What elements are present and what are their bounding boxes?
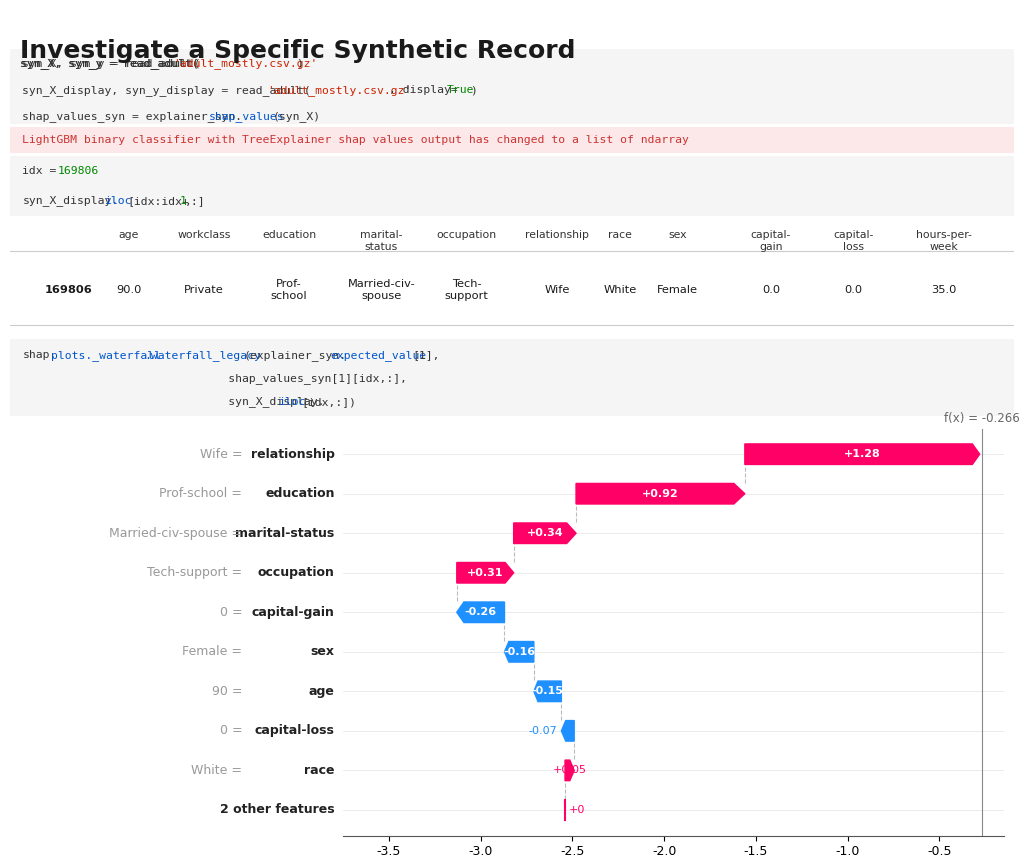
Text: Female: Female xyxy=(657,285,698,296)
Text: capital-
loss: capital- loss xyxy=(833,230,873,252)
Text: Tech-
support: Tech- support xyxy=(444,279,488,301)
Text: workclass: workclass xyxy=(177,230,230,240)
Text: 'adult_mostly.csv.gz': 'adult_mostly.csv.gz' xyxy=(266,85,411,96)
Text: +0.34: +0.34 xyxy=(526,528,563,538)
Text: Private: Private xyxy=(184,285,224,296)
Text: Wife: Wife xyxy=(545,285,569,296)
Text: 0 =: 0 = xyxy=(219,724,246,737)
Text: sex: sex xyxy=(310,645,335,658)
Text: race: race xyxy=(304,764,335,776)
Text: -0.07: -0.07 xyxy=(529,726,558,736)
Text: +0.05: +0.05 xyxy=(553,765,587,776)
Text: shap.: shap. xyxy=(23,351,56,361)
Polygon shape xyxy=(457,602,505,622)
Text: +0.92: +0.92 xyxy=(642,488,679,499)
Text: +1.28: +1.28 xyxy=(844,449,881,459)
Text: , display=: , display= xyxy=(389,86,458,95)
Text: idx =: idx = xyxy=(23,166,63,176)
Text: 0.0: 0.0 xyxy=(762,285,780,296)
Text: iloc: iloc xyxy=(279,397,306,407)
Text: (syn_X): (syn_X) xyxy=(272,111,321,123)
Text: plots._waterfall: plots._waterfall xyxy=(51,350,162,361)
Text: age: age xyxy=(119,230,139,240)
Text: shap_values_syn[1][idx,:],: shap_values_syn[1][idx,:], xyxy=(23,373,408,384)
Text: White: White xyxy=(604,285,637,296)
Text: Prof-
school: Prof- school xyxy=(271,279,307,301)
Text: syn_X, syn_y = read_adult(: syn_X, syn_y = read_adult( xyxy=(20,58,199,69)
Text: 90 =: 90 = xyxy=(212,685,246,698)
Polygon shape xyxy=(457,562,514,583)
Polygon shape xyxy=(505,642,534,662)
Text: age: age xyxy=(309,685,335,698)
Text: iloc: iloc xyxy=(103,196,131,206)
Text: ,:]: ,:] xyxy=(185,196,206,206)
Text: occupation: occupation xyxy=(258,566,335,579)
Text: +0: +0 xyxy=(568,805,585,815)
Text: 2 other features: 2 other features xyxy=(220,803,335,817)
Polygon shape xyxy=(561,721,574,741)
Text: 169806: 169806 xyxy=(45,285,92,296)
Text: Female =: Female = xyxy=(182,645,246,658)
Text: Married-civ-
spouse: Married-civ- spouse xyxy=(348,279,416,301)
Text: shap_values_syn = explainer_syn.: shap_values_syn = explainer_syn. xyxy=(23,111,243,123)
Text: sex: sex xyxy=(669,230,687,240)
Text: [1],: [1], xyxy=(413,351,439,361)
Text: expected_value: expected_value xyxy=(331,350,427,361)
Text: -0.16: -0.16 xyxy=(503,647,536,656)
Polygon shape xyxy=(514,523,577,543)
Text: capital-loss: capital-loss xyxy=(255,724,335,737)
Text: 1: 1 xyxy=(179,196,186,206)
Text: capital-
gain: capital- gain xyxy=(751,230,792,252)
Text: f(x) = -0.266: f(x) = -0.266 xyxy=(944,411,1020,424)
Text: Tech-support =: Tech-support = xyxy=(147,566,246,579)
Text: Investigate a Specific Synthetic Record: Investigate a Specific Synthetic Record xyxy=(20,39,575,63)
Text: capital-gain: capital-gain xyxy=(252,606,335,619)
Polygon shape xyxy=(577,483,744,504)
Text: 35.0: 35.0 xyxy=(931,285,956,296)
Text: 'adult_mostly.csv.gz': 'adult_mostly.csv.gz' xyxy=(174,58,318,69)
Text: 90.0: 90.0 xyxy=(116,285,141,296)
Text: [idx,:]): [idx,:]) xyxy=(302,397,356,407)
Text: marital-status: marital-status xyxy=(236,527,335,540)
Text: Prof-school =: Prof-school = xyxy=(160,488,246,500)
Text: syn_X_display.: syn_X_display. xyxy=(23,195,119,207)
Text: -0.15: -0.15 xyxy=(531,686,563,697)
Text: race: race xyxy=(608,230,632,240)
Polygon shape xyxy=(565,760,574,781)
Text: LightGBM binary classifier with TreeExplainer shap values output has changed to : LightGBM binary classifier with TreeExpl… xyxy=(23,135,689,145)
Text: 0 =: 0 = xyxy=(219,606,246,619)
Text: Married-civ-spouse =: Married-civ-spouse = xyxy=(110,527,246,540)
Polygon shape xyxy=(744,444,980,464)
Text: relationship: relationship xyxy=(251,447,335,461)
Text: +0.31: +0.31 xyxy=(467,567,504,578)
Text: occupation: occupation xyxy=(437,230,497,240)
Text: 0.0: 0.0 xyxy=(844,285,862,296)
Text: Wife =: Wife = xyxy=(200,447,246,461)
Text: White =: White = xyxy=(191,764,246,776)
Text: marital-
status: marital- status xyxy=(360,230,402,252)
Text: shap_values: shap_values xyxy=(209,111,285,123)
Text: ): ) xyxy=(296,59,303,69)
Text: hours-per-
week: hours-per- week xyxy=(915,230,972,252)
Text: ): ) xyxy=(470,86,477,95)
Text: syn_X, syn_y = read_adult(: syn_X, syn_y = read_adult( xyxy=(20,58,199,69)
Text: relationship: relationship xyxy=(525,230,589,240)
Text: education: education xyxy=(262,230,316,240)
Text: education: education xyxy=(265,488,335,500)
Text: syn_X, syn_y = read_adult(: syn_X, syn_y = read_adult( xyxy=(23,58,201,69)
Text: (explainer_syn.: (explainer_syn. xyxy=(244,350,346,361)
Text: 169806: 169806 xyxy=(57,166,98,176)
Text: [idx:idx+: [idx:idx+ xyxy=(127,196,188,206)
Text: .waterfall_legacy: .waterfall_legacy xyxy=(144,350,261,361)
Text: syn_X_display, syn_y_display = read_adult(: syn_X_display, syn_y_display = read_adul… xyxy=(23,85,311,96)
Text: -0.26: -0.26 xyxy=(465,608,497,617)
Polygon shape xyxy=(534,681,561,702)
Text: True: True xyxy=(447,86,475,95)
Text: syn_X_display.: syn_X_display. xyxy=(23,396,325,407)
